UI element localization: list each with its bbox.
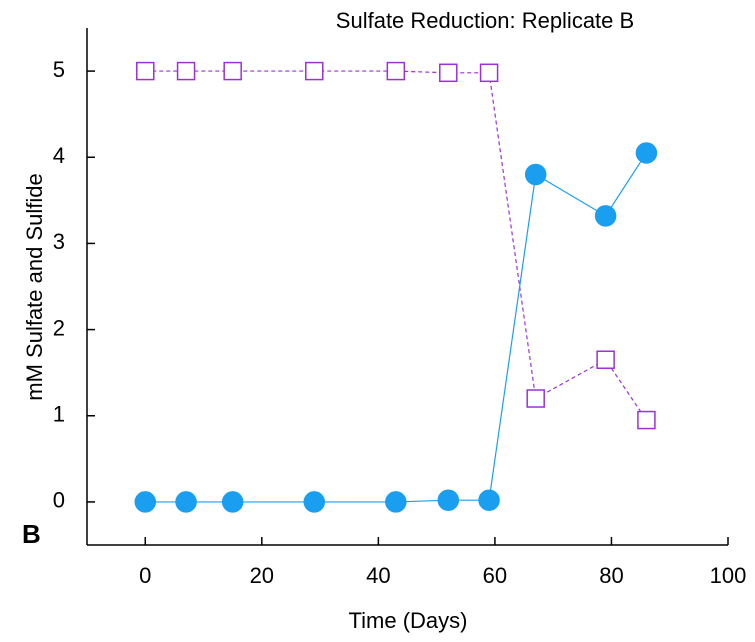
x-tick-label: 80: [599, 563, 623, 588]
circle-marker: [303, 491, 326, 513]
square-marker: [176, 61, 196, 81]
x-tick-label: 0: [139, 563, 151, 588]
chart-title: Sulfate Reduction: Replicate B: [336, 8, 634, 33]
y-tick-label: 2: [53, 315, 65, 340]
y-tick-label: 4: [53, 143, 65, 168]
square-marker: [136, 61, 155, 81]
square-marker: [386, 61, 406, 81]
square-marker: [439, 63, 458, 83]
square-marker: [479, 63, 499, 83]
circle-marker: [175, 491, 197, 513]
y-tick-label: 0: [53, 488, 65, 513]
series-line: [145, 70, 647, 421]
square-marker: [526, 389, 545, 408]
square-marker: [305, 61, 324, 81]
x-tick-label: 20: [250, 563, 274, 588]
circle-marker: [437, 489, 460, 511]
series-line: [145, 152, 647, 503]
x-tick-label: 60: [483, 563, 507, 588]
circle-marker: [635, 142, 658, 164]
x-tick-label: 40: [366, 563, 390, 588]
panel-label: B: [22, 519, 41, 549]
y-tick-label: 3: [53, 229, 65, 254]
square-marker: [637, 410, 656, 430]
x-tick-label: 100: [710, 563, 747, 588]
y-tick-label: 5: [53, 57, 65, 82]
circle-marker: [524, 163, 547, 186]
x-axis-label: Time (Days): [349, 608, 468, 633]
y-axis-label: mM Sulfate and Sulfide: [22, 173, 47, 400]
circle-marker: [594, 205, 617, 227]
circle-marker: [134, 491, 157, 513]
square-marker: [223, 61, 242, 81]
y-tick-label: 1: [53, 402, 65, 427]
square-marker: [596, 350, 615, 369]
circle-marker: [478, 489, 500, 511]
circle-marker: [221, 491, 244, 513]
circle-marker: [385, 491, 407, 513]
